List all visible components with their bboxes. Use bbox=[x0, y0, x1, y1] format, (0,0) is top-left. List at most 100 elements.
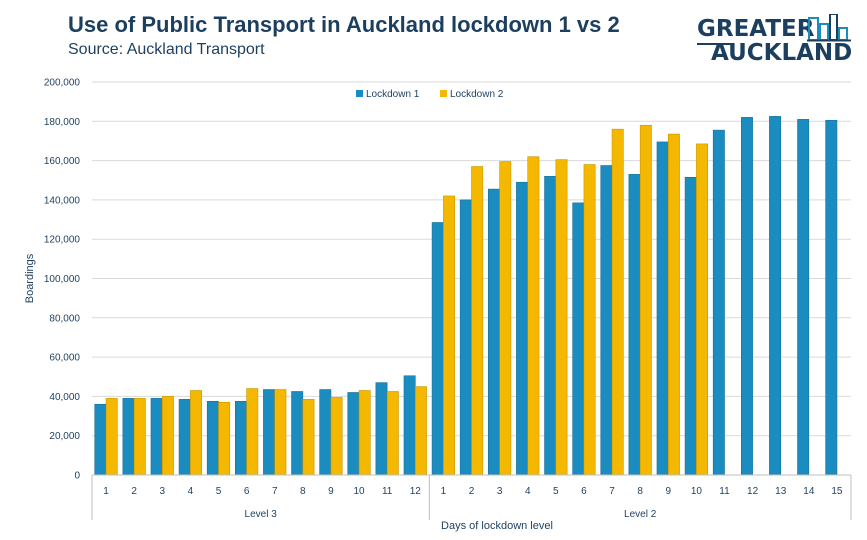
y-tick-label: 20,000 bbox=[49, 431, 80, 442]
y-tick-label: 140,000 bbox=[44, 195, 81, 206]
x-tick-label: 8 bbox=[637, 486, 643, 497]
y-tick-label: 200,000 bbox=[44, 78, 81, 89]
bar-lockdown-2 bbox=[133, 398, 146, 476]
bar-lockdown-2 bbox=[527, 156, 540, 476]
x-tick-label: 7 bbox=[609, 486, 615, 497]
bar-lockdown-1 bbox=[150, 398, 163, 476]
bar-lockdown-1 bbox=[516, 181, 529, 476]
x-tick-label: 5 bbox=[216, 486, 222, 497]
x-tick-label: 10 bbox=[691, 486, 703, 497]
bar-lockdown-2 bbox=[499, 161, 512, 476]
y-tick-label: 60,000 bbox=[49, 353, 80, 364]
y-tick-label: 0 bbox=[74, 471, 80, 482]
bar-lockdown-1 bbox=[403, 375, 416, 476]
bar-lockdown-1 bbox=[656, 141, 669, 476]
logo-line-1: GREATER bbox=[697, 16, 815, 42]
bar-lockdown-2 bbox=[161, 396, 174, 476]
bar-lockdown-2 bbox=[611, 128, 624, 476]
bar-lockdown-1 bbox=[319, 389, 332, 476]
bar-lockdown-1 bbox=[628, 174, 641, 476]
bar-lockdown-1 bbox=[431, 222, 444, 476]
bar-lockdown-1 bbox=[825, 120, 838, 476]
y-tick-label: 180,000 bbox=[44, 117, 81, 128]
greater-auckland-logo: GREATER AUCKLAND bbox=[697, 14, 855, 68]
bar-lockdown-2 bbox=[667, 133, 680, 476]
x-tick-label: 13 bbox=[775, 486, 787, 497]
y-tick-label: 160,000 bbox=[44, 156, 81, 167]
x-tick-label: 5 bbox=[553, 486, 559, 497]
x-tick-label: 6 bbox=[244, 486, 250, 497]
bar-lockdown-1 bbox=[178, 399, 191, 476]
bar-lockdown-2 bbox=[105, 398, 118, 476]
logo-underline bbox=[697, 43, 733, 45]
bar-lockdown-2 bbox=[696, 143, 708, 476]
x-tick-label: 2 bbox=[131, 486, 137, 497]
y-tick-label: 80,000 bbox=[49, 313, 80, 324]
y-tick-label: 120,000 bbox=[44, 235, 81, 246]
bar-lockdown-1 bbox=[122, 398, 135, 476]
bar-lockdown-2 bbox=[555, 159, 568, 476]
bar-lockdown-2 bbox=[218, 401, 231, 476]
bar-lockdown-1 bbox=[488, 188, 500, 476]
x-tick-label: 4 bbox=[525, 486, 531, 497]
bar-lockdown-1 bbox=[712, 129, 725, 476]
bar-lockdown-2 bbox=[274, 389, 287, 476]
bar-lockdown-1 bbox=[263, 389, 276, 476]
x-axis-label: Days of lockdown level bbox=[441, 520, 553, 532]
x-tick-label: 1 bbox=[441, 486, 447, 497]
x-tick-label: 15 bbox=[831, 486, 843, 497]
x-tick-label: 2 bbox=[469, 486, 475, 497]
legend-label-lockdown-2: Lockdown 2 bbox=[450, 89, 504, 100]
bar-lockdown-2 bbox=[190, 390, 202, 476]
legend-swatch-lockdown-1 bbox=[356, 90, 363, 97]
chart-subtitle: Source: Auckland Transport bbox=[68, 41, 265, 58]
bar-lockdown-2 bbox=[246, 388, 259, 476]
bar-lockdown-2 bbox=[358, 390, 371, 476]
x-tick-label: 11 bbox=[719, 486, 730, 497]
bar-lockdown-1 bbox=[291, 391, 304, 476]
bar-lockdown-1 bbox=[235, 401, 247, 476]
x-tick-label: 3 bbox=[159, 486, 165, 497]
x-tick-label: 3 bbox=[497, 486, 503, 497]
x-tick-label: 9 bbox=[328, 486, 334, 497]
bar-lockdown-1 bbox=[797, 119, 810, 476]
x-tick-label: 1 bbox=[103, 486, 109, 497]
building-skyline-icon bbox=[807, 14, 851, 42]
bar-lockdown-1 bbox=[600, 165, 613, 476]
bar-lockdown-1 bbox=[347, 392, 360, 476]
bar-lockdown-2 bbox=[443, 195, 455, 476]
bar-lockdown-2 bbox=[330, 397, 343, 476]
x-tick-label: 9 bbox=[665, 486, 671, 497]
x-tick-label: 10 bbox=[353, 486, 365, 497]
group-label: Level 2 bbox=[624, 509, 657, 520]
x-tick-label: 14 bbox=[803, 486, 815, 497]
y-tick-label: 40,000 bbox=[49, 392, 80, 403]
bar-lockdown-2 bbox=[302, 399, 315, 476]
bar-lockdown-1 bbox=[684, 177, 697, 476]
bar-lockdown-1 bbox=[206, 401, 219, 476]
x-tick-label: 12 bbox=[410, 486, 422, 497]
chart-title: Use of Public Transport in Auckland lock… bbox=[68, 12, 620, 37]
legend-swatch-lockdown-2 bbox=[440, 90, 447, 97]
x-tick-label: 12 bbox=[747, 486, 759, 497]
group-label: Level 3 bbox=[245, 509, 278, 520]
bar-lockdown-1 bbox=[769, 116, 782, 476]
bar-lockdown-2 bbox=[583, 164, 596, 476]
x-tick-label: 11 bbox=[382, 486, 393, 497]
bar-lockdown-1 bbox=[459, 199, 472, 476]
logo-line-2: AUCKLAND bbox=[711, 40, 853, 66]
x-tick-label: 6 bbox=[581, 486, 587, 497]
y-tick-label: 100,000 bbox=[44, 274, 81, 285]
bar-lockdown-1 bbox=[544, 176, 557, 476]
bar-lockdown-2 bbox=[471, 166, 484, 476]
y-axis-label: Boardings bbox=[24, 253, 36, 303]
bar-lockdown-1 bbox=[741, 117, 753, 476]
bar-lockdown-2 bbox=[639, 124, 652, 476]
bar-lockdown-1 bbox=[572, 202, 585, 476]
x-tick-label: 4 bbox=[188, 486, 194, 497]
bar-lockdown-1 bbox=[94, 403, 107, 476]
bar-lockdown-2 bbox=[414, 386, 427, 476]
legend-label-lockdown-1: Lockdown 1 bbox=[366, 89, 420, 100]
bar-lockdown-1 bbox=[375, 382, 388, 476]
